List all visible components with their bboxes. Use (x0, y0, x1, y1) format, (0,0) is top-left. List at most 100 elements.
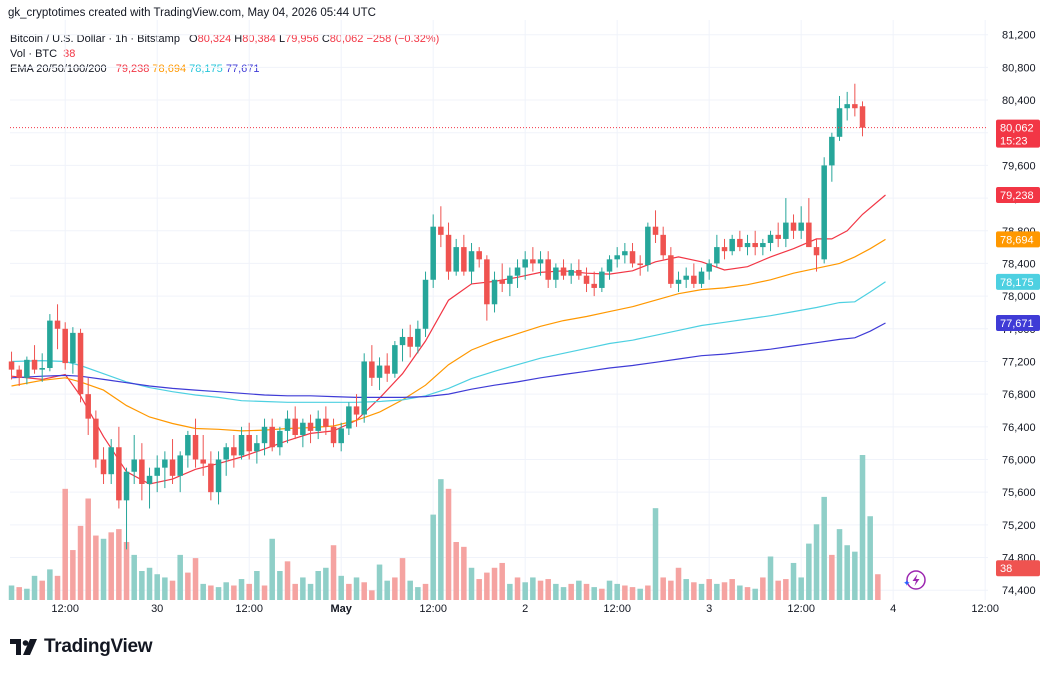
volume-bar (829, 554, 835, 600)
volume-bar (637, 588, 643, 600)
candle-body (154, 467, 160, 476)
ema50-line (11, 238, 886, 432)
candle-body (284, 418, 291, 431)
symbol-row: Bitcoin / U.S. Dollar · 1h · Bitstamp O8… (10, 32, 439, 47)
time-tick-label: 2 (522, 603, 528, 615)
price-tick-label: 78,400 (1002, 258, 1036, 270)
flash-icon[interactable] (906, 570, 926, 590)
candle-body (361, 361, 367, 415)
candle-body (499, 279, 505, 284)
candle-body (637, 263, 643, 266)
volume-bar (330, 545, 337, 600)
price-chart[interactable]: 74,40074,80075,20075,60076,00076,40076,8… (0, 0, 1054, 625)
volume-bar (100, 538, 107, 600)
candle-body (369, 361, 375, 378)
volume-bar (629, 587, 636, 600)
candle-body (545, 259, 551, 280)
candle-body (614, 255, 620, 260)
candle-body (346, 406, 352, 429)
ema100-tag (996, 273, 1040, 290)
candle-body (116, 447, 122, 501)
volume-bar (652, 508, 659, 600)
close-label: C (321, 33, 330, 45)
volume-bar (729, 579, 735, 600)
candle-body (844, 104, 850, 109)
volume-bar (47, 569, 53, 600)
candle-body (760, 243, 766, 248)
price-axis[interactable]: 74,40074,80075,20075,60076,00076,40076,8… (1002, 30, 1036, 597)
volume-bar (261, 585, 268, 600)
volume-bar (859, 455, 866, 600)
price-tick-label: 81,200 (1002, 30, 1036, 42)
candle-body (208, 463, 214, 493)
candle-body (606, 259, 613, 272)
price-tick-label: 79,600 (1002, 160, 1036, 172)
volume-bar (476, 579, 482, 600)
tradingview-logo-icon (10, 639, 37, 655)
candle-body (24, 359, 30, 378)
time-tick-label: May (330, 603, 352, 615)
tradingview-logo[interactable]: TradingView (10, 636, 153, 658)
ema100-line (11, 281, 886, 403)
volume-bar (24, 588, 30, 600)
candle-body (47, 320, 53, 368)
price-tick-label: 75,600 (1002, 487, 1036, 499)
volume-bar (560, 587, 567, 600)
flash-sparkle-icon: ✦ (903, 579, 911, 589)
symbol-name[interactable]: Bitcoin / U.S. Dollar · 1h · Bitstamp (10, 33, 180, 45)
candle-body (530, 259, 536, 264)
volume-bar (384, 580, 390, 600)
volume-bar (852, 551, 858, 600)
candle-body (783, 222, 789, 239)
volume-label[interactable]: Vol · BTC (10, 48, 58, 60)
time-tick-label: 12:00 (787, 603, 815, 615)
volume-bar (514, 577, 521, 600)
ema100-value: 78,175 (189, 63, 223, 75)
volume-bar (545, 579, 551, 600)
ema-label[interactable]: EMA 20/50/100/200 (10, 63, 107, 75)
volume-bar (530, 577, 536, 600)
volume-bar (744, 587, 751, 600)
ema50-tag (996, 231, 1040, 248)
candle-body (438, 226, 444, 235)
volume-bar (16, 587, 22, 600)
candle-body (775, 234, 781, 239)
time-tick-label: 12:00 (971, 603, 999, 615)
volume-bar (790, 562, 797, 600)
candle-body (737, 238, 743, 248)
volume-bar (277, 571, 283, 600)
candle-body (698, 271, 705, 284)
candle-body (652, 226, 659, 235)
volume-bar (346, 583, 352, 600)
time-axis[interactable]: 12:00 30 12:00 May 12:00 2 12:00 3 12:00 4 12:00 (51, 603, 999, 615)
volume-bar (8, 585, 15, 600)
volume-bar (361, 582, 367, 600)
candle-body (8, 361, 15, 370)
ema20-tag (996, 186, 1040, 203)
volume-bar (223, 582, 229, 600)
high-value: 80,384 (242, 33, 276, 45)
candle-body (300, 422, 306, 435)
candle-body (246, 434, 252, 452)
volume-bar (31, 575, 38, 600)
volume-tag (996, 560, 1040, 577)
time-tick-label: 4 (890, 603, 896, 615)
volume-bar (215, 587, 222, 600)
volume-bar (208, 585, 214, 600)
ema20-value: 79,238 (115, 63, 150, 75)
candle-body (223, 447, 229, 460)
candle-body (591, 283, 597, 288)
candle-body (16, 369, 22, 378)
candle-body (729, 238, 735, 252)
volume-bar (583, 583, 590, 600)
ema200-value: 77,671 (225, 63, 260, 75)
candle-body (522, 259, 528, 268)
volume-bar (445, 488, 452, 600)
volume-bar (93, 535, 99, 600)
candle-body (93, 418, 99, 460)
volume-bar (369, 590, 375, 600)
volume-bar (798, 577, 804, 600)
candle-body (576, 269, 582, 276)
candlesticks[interactable] (8, 83, 866, 550)
ema-row: EMA 20/50/100/200 79,238 78,694 78,175 7… (10, 62, 439, 77)
